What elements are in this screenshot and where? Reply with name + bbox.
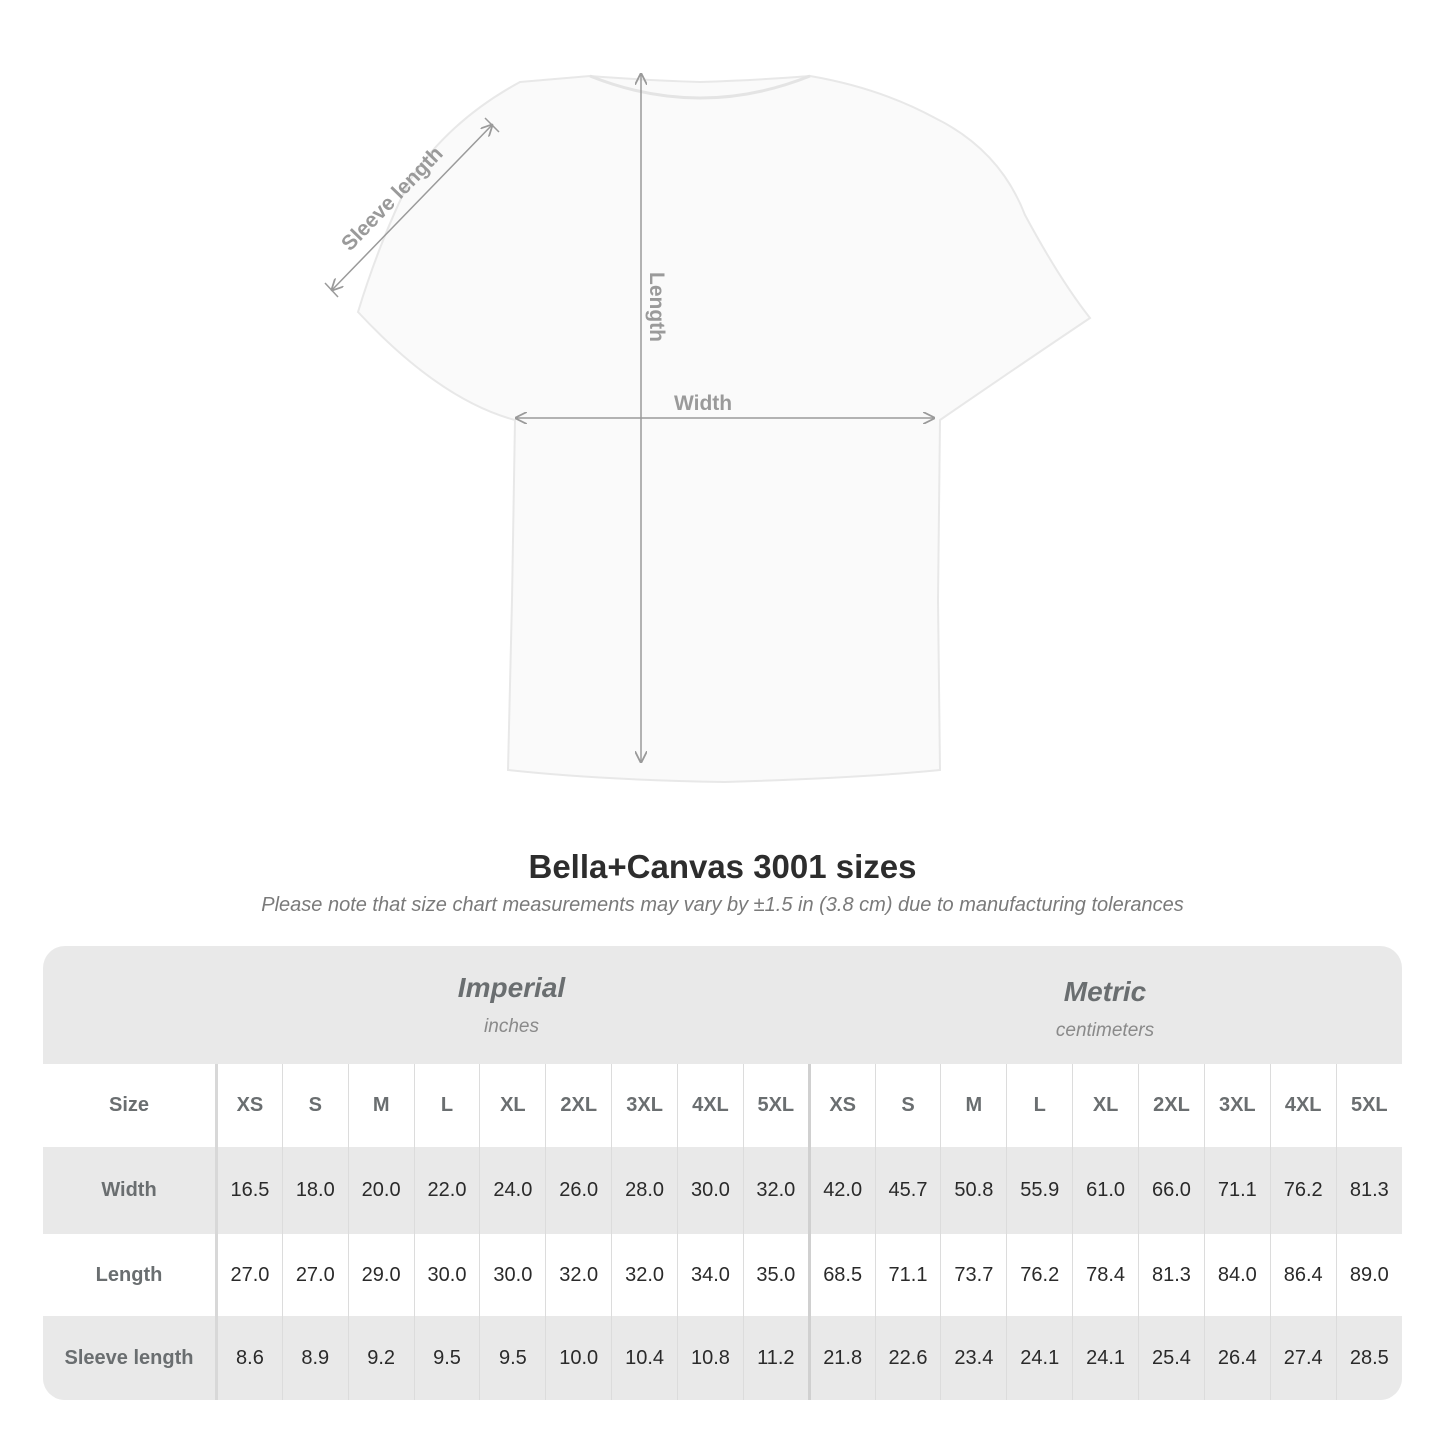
imperial-value-cell: 18.0 [281, 1147, 349, 1234]
imperial-value-cell: 34.0 [677, 1234, 744, 1316]
metric-value-cell: 84.0 [1203, 1234, 1271, 1316]
metric-value-cell: 21.8 [807, 1316, 876, 1400]
imperial-size-header: 2XL [545, 1064, 612, 1147]
imperial-value-cell: 10.8 [677, 1316, 744, 1400]
size-table-container: Imperial inches Metric centimeters Size X… [43, 946, 1402, 1400]
imperial-value-cell: 30.0 [677, 1147, 744, 1234]
imperial-size-header: 5XL [742, 1064, 810, 1147]
metric-value-cell: 28.5 [1335, 1316, 1402, 1400]
metric-value-cell: 61.0 [1072, 1147, 1139, 1234]
imperial-size-header: M [347, 1064, 415, 1147]
imperial-value-cell: 8.6 [216, 1316, 283, 1400]
tshirt-shape [356, 74, 1092, 784]
size-label: Size [43, 1064, 218, 1147]
length-label: Length [645, 272, 668, 342]
metric-value-cell: 24.1 [1072, 1316, 1139, 1400]
imperial-unit: inches [484, 1016, 539, 1037]
metric-size-header: M [940, 1064, 1007, 1147]
imperial-value-cell: 29.0 [347, 1234, 415, 1316]
table-row: Length 27.0 27.0 29.0 30.0 30.0 32.0 32.0 34.0 35… [43, 1234, 1402, 1316]
imperial-size-header: S [281, 1064, 349, 1147]
imperial-value-cell: 9.5 [413, 1316, 480, 1400]
imperial-value-cell: 32.0 [611, 1234, 678, 1316]
tshirt-diagram: Sleeve length Length Width [324, 0, 1092, 784]
metric-value-cell: 76.2 [1269, 1147, 1337, 1234]
imperial-value-cell: 8.9 [281, 1316, 349, 1400]
imperial-value-cell: 30.0 [479, 1234, 546, 1316]
metric-value-cell: 78.4 [1072, 1234, 1139, 1316]
row-label: Width [43, 1147, 218, 1234]
sleeve-arrow [332, 125, 492, 290]
imperial-header: Imperial inches [215, 946, 808, 1090]
metric-unit: centimeters [1055, 1020, 1155, 1041]
metric-value-cell: 50.8 [940, 1147, 1007, 1234]
imperial-size-header: 4XL [677, 1064, 744, 1147]
imperial-value-cell: 24.0 [479, 1147, 546, 1234]
metric-value-cell: 89.0 [1335, 1234, 1402, 1316]
metric-title: Metric [1063, 976, 1147, 1007]
metric-value-cell: 24.1 [1006, 1316, 1073, 1400]
metric-value-cell: 42.0 [807, 1147, 876, 1234]
table-row: Sleeve length 8.6 8.9 9.2 9.5 9.5 10.0 10.4 10.8… [43, 1316, 1402, 1400]
imperial-size-header: L [413, 1064, 480, 1147]
metric-value-cell: 71.1 [1203, 1147, 1271, 1234]
metric-value-cell: 81.3 [1335, 1147, 1402, 1234]
imperial-size-header: XS [216, 1064, 283, 1147]
metric-size-header: 4XL [1269, 1064, 1337, 1147]
width-label: Width [674, 392, 732, 415]
metric-size-header: 5XL [1335, 1064, 1402, 1147]
imperial-value-cell: 35.0 [742, 1234, 810, 1316]
imperial-value-cell: 20.0 [347, 1147, 415, 1234]
metric-value-cell: 25.4 [1138, 1316, 1205, 1400]
metric-value-cell: 66.0 [1138, 1147, 1205, 1234]
imperial-value-cell: 26.0 [545, 1147, 612, 1234]
metric-value-cell: 23.4 [940, 1316, 1007, 1400]
metric-value-cell: 76.2 [1006, 1234, 1073, 1316]
metric-value-cell: 27.4 [1269, 1316, 1337, 1400]
size-header-row: Size XS S M L XL 2XL 3XL 4XL 5XL XS S M L XL 2XL 3XL 4XL 5… [43, 1064, 1402, 1147]
metric-size-header: 2XL [1138, 1064, 1205, 1147]
metric-size-header: XS [807, 1064, 876, 1147]
imperial-value-cell: 30.0 [413, 1234, 480, 1316]
imperial-value-cell: 27.0 [281, 1234, 349, 1316]
metric-value-cell: 71.1 [874, 1234, 941, 1316]
imperial-size-header: 3XL [611, 1064, 678, 1147]
chart-title: Bella+Canvas 3001 sizes [528, 848, 917, 885]
metric-value-cell: 86.4 [1269, 1234, 1337, 1316]
row-label: Sleeve length [43, 1316, 218, 1400]
imperial-value-cell: 22.0 [413, 1147, 480, 1234]
chart-subtitle: Please note that size chart measurements… [261, 894, 1184, 916]
size-table: Size XS S M L XL 2XL 3XL 4XL 5XL XS S M L XL 2XL 3XL 4XL 5… [43, 1064, 1402, 1400]
imperial-value-cell: 32.0 [545, 1234, 612, 1316]
imperial-value-cell: 9.2 [347, 1316, 415, 1400]
metric-size-header: 3XL [1203, 1064, 1271, 1147]
imperial-size-header: XL [479, 1064, 546, 1147]
metric-value-cell: 81.3 [1138, 1234, 1205, 1316]
metric-header: Metric centimeters [808, 946, 1402, 1094]
imperial-value-cell: 28.0 [611, 1147, 678, 1234]
metric-size-header: L [1006, 1064, 1073, 1147]
imperial-value-cell: 32.0 [742, 1147, 810, 1234]
metric-value-cell: 55.9 [1006, 1147, 1073, 1234]
metric-value-cell: 45.7 [874, 1147, 941, 1234]
imperial-value-cell: 10.4 [611, 1316, 678, 1400]
metric-value-cell: 68.5 [807, 1234, 876, 1316]
metric-value-cell: 26.4 [1203, 1316, 1271, 1400]
table-row: Width 16.5 18.0 20.0 22.0 24.0 26.0 28.0 30.0 32.… [43, 1147, 1402, 1234]
imperial-value-cell: 11.2 [742, 1316, 810, 1400]
row-label: Length [43, 1234, 218, 1316]
imperial-value-cell: 10.0 [545, 1316, 612, 1400]
imperial-value-cell: 27.0 [216, 1234, 283, 1316]
metric-value-cell: 22.6 [874, 1316, 941, 1400]
metric-size-header: XL [1072, 1064, 1139, 1147]
imperial-title: Imperial [457, 972, 566, 1003]
metric-value-cell: 73.7 [940, 1234, 1007, 1316]
metric-size-header: S [874, 1064, 941, 1147]
imperial-value-cell: 16.5 [216, 1147, 283, 1234]
imperial-value-cell: 9.5 [479, 1316, 546, 1400]
